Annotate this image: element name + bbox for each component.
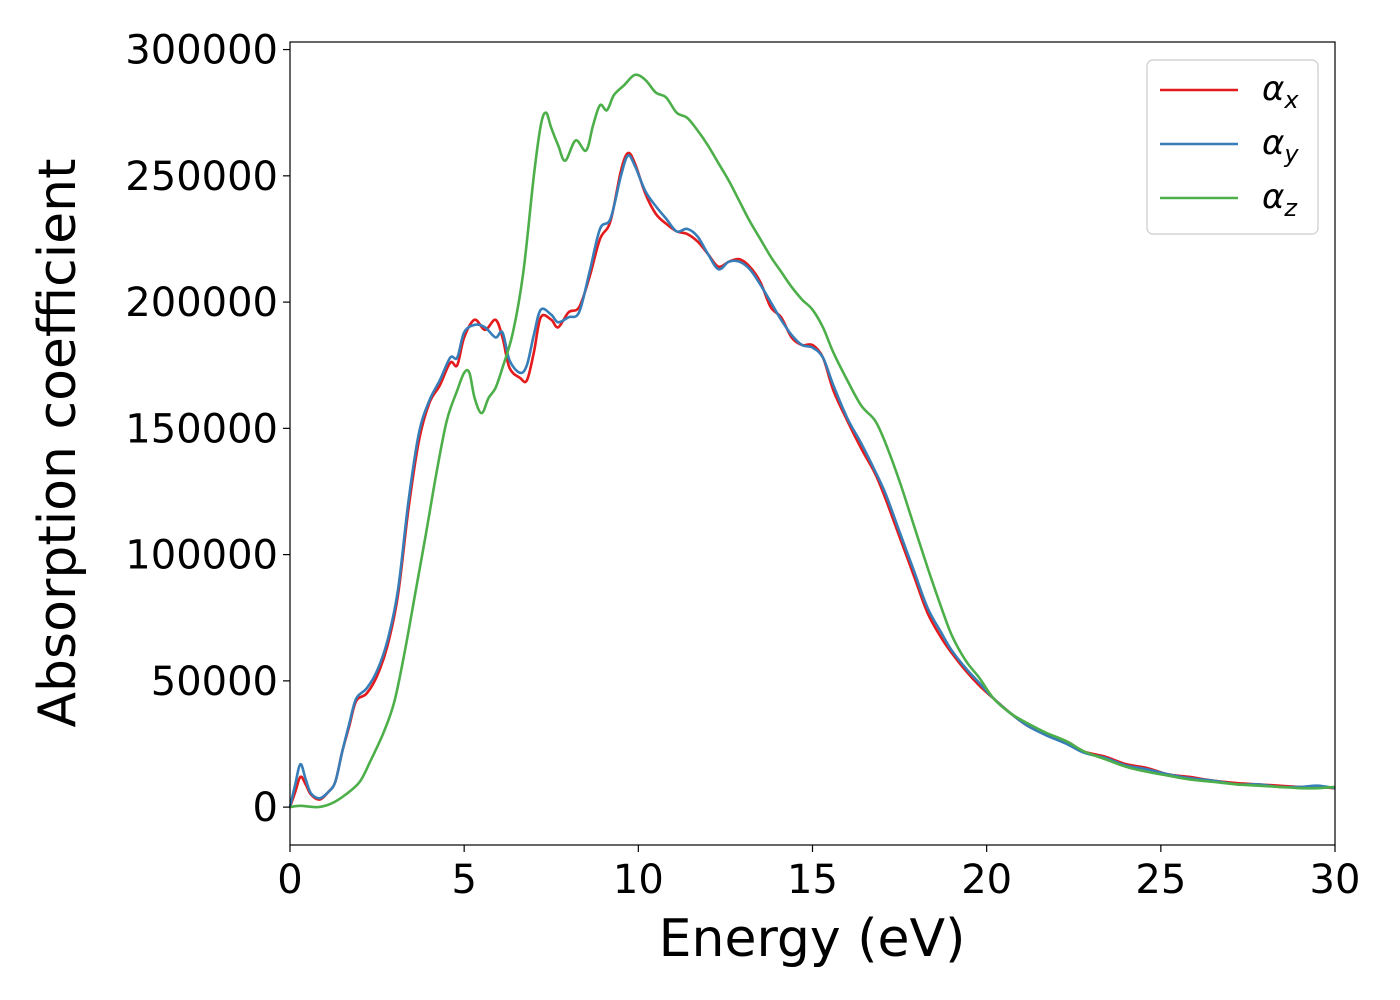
series-line-alpha-z xyxy=(289,73,1336,809)
x-tick-label: 5 xyxy=(451,857,476,903)
legend-label-alpha-y: αy xyxy=(1262,123,1299,168)
y-tick-label: 100000 xyxy=(125,533,278,579)
legend-box xyxy=(1146,59,1319,235)
legend-entries: αx αy αz xyxy=(1160,69,1299,222)
series-layer xyxy=(288,73,1336,809)
x-tick-label: 15 xyxy=(787,857,838,903)
y-tick-label: 150000 xyxy=(125,406,278,452)
x-tick-label: 25 xyxy=(1135,857,1186,903)
x-tick-label: 20 xyxy=(961,857,1012,903)
legend: αx αy αz xyxy=(1146,59,1319,235)
ticks-layer: 0 5 10 15 20 25 30 0 50000 100000 150000 200000 2500… xyxy=(125,28,1360,903)
x-tick-label: 10 xyxy=(613,857,664,903)
legend-label-alpha-x: αx xyxy=(1262,69,1299,114)
y-tick-label: 300000 xyxy=(125,28,278,74)
y-tick-label: 250000 xyxy=(125,154,278,200)
y-tick-label: 50000 xyxy=(151,659,278,705)
plot-frame xyxy=(289,41,1336,846)
x-axis-label: Energy (eV) xyxy=(659,909,966,969)
x-tick-label: 0 xyxy=(277,857,302,903)
x-tick-label: 30 xyxy=(1310,857,1361,903)
legend-label-alpha-z: αz xyxy=(1262,177,1298,222)
series-line-alpha-y xyxy=(288,154,1336,808)
y-tick-label: 200000 xyxy=(125,280,278,326)
y-tick-label: 0 xyxy=(253,785,278,831)
y-axis-label: Absorption coefficient xyxy=(28,158,88,727)
